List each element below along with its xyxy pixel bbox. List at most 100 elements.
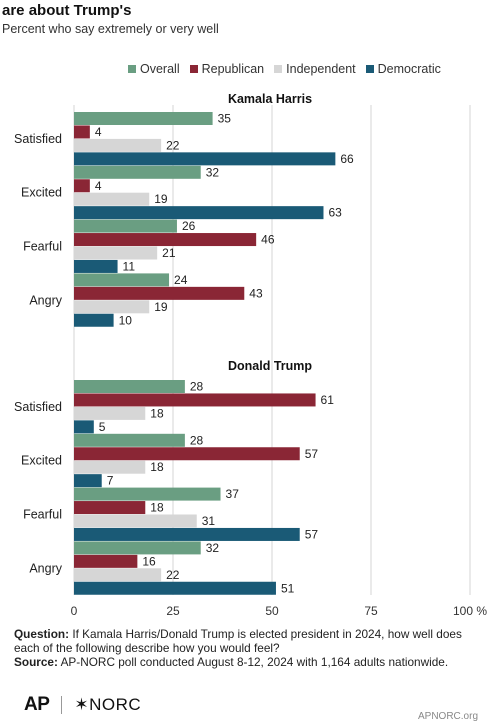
bar-independent [74, 460, 146, 474]
bar-value-label: 10 [119, 313, 133, 327]
category-label: Satisfied [14, 132, 62, 146]
bar-independent [74, 246, 158, 260]
legend-item-democratic: Democratic [365, 62, 441, 76]
bar-democratic [74, 152, 336, 166]
legend-label-overall: Overall [140, 62, 180, 76]
bar-republican [74, 447, 300, 461]
bar-value-label: 66 [340, 152, 354, 166]
bar-overall [74, 380, 185, 393]
bar-value-label: 32 [206, 165, 220, 179]
bar-independent [74, 300, 150, 314]
bar-value-label: 22 [166, 568, 180, 582]
bar-chart: 0 25 50 75 100 %Kamala HarrisSatisfied354226… [14, 92, 487, 618]
bar-value-label: 18 [150, 460, 164, 474]
source-text: AP-NORC poll conducted August 8-12, 2024… [60, 655, 449, 669]
footer-logos: AP ✶NORC [24, 694, 141, 716]
bar-value-label: 16 [142, 554, 156, 568]
question-label: Question: [14, 627, 70, 641]
bar-overall [74, 487, 221, 501]
x-tick-label: 50 [265, 604, 279, 618]
bar-value-label: 57 [305, 447, 319, 461]
bar-democratic [74, 206, 324, 220]
bar-republican [74, 554, 138, 568]
bar-value-label: 18 [150, 406, 164, 420]
bar-overall [74, 273, 170, 287]
bar-value-label: 19 [154, 192, 168, 206]
bar-republican [74, 501, 146, 515]
bar-value-label: 18 [150, 501, 164, 515]
legend-swatch-independent [274, 65, 283, 73]
legend-label-independent: Independent [286, 62, 356, 76]
source-label: Source: [14, 655, 58, 669]
panel-title: Kamala Harris [228, 92, 312, 106]
bar-independent [74, 406, 146, 420]
bar-democratic [74, 527, 300, 541]
panel-title: Donald Trump [228, 359, 312, 373]
category-label: Satisfied [14, 400, 62, 414]
legend-swatch-overall [128, 65, 136, 73]
source-note: Source: AP-NORC poll conducted August 8-… [14, 655, 484, 669]
bar-democratic [74, 420, 94, 434]
legend-swatch-republican [189, 65, 198, 73]
bar-overall [74, 219, 177, 233]
category-label: Excited [21, 186, 62, 200]
bar-overall [74, 165, 201, 179]
legend-item-independent: Independent [274, 62, 356, 76]
category-label: Excited [21, 454, 62, 468]
bar-value-label: 19 [154, 300, 168, 314]
bar-overall [74, 541, 201, 555]
category-label: Fearful [23, 508, 62, 522]
chart-subtitle: Percent who say extremely or very well [2, 22, 219, 36]
norc-logo: ✶NORC [74, 695, 142, 714]
bar-democratic [74, 581, 276, 595]
bar-value-label: 63 [328, 206, 342, 220]
bar-overall [74, 112, 213, 125]
bar-value-label: 43 [249, 286, 263, 300]
bar-value-label: 28 [190, 380, 204, 394]
category-label: Fearful [23, 240, 62, 254]
bar-value-label: 5 [99, 420, 106, 434]
bar-value-label: 7 [107, 474, 114, 488]
ap-logo: AP [24, 694, 50, 715]
category-label: Angry [29, 293, 62, 307]
bar-republican [74, 233, 257, 247]
legend-label-democratic: Democratic [377, 62, 441, 76]
bar-value-label: 24 [174, 273, 188, 287]
bar-value-label: 22 [166, 138, 180, 152]
bar-value-label: 28 [190, 433, 204, 447]
legend-item-overall: Overall [128, 62, 180, 76]
x-tick-label: 75 [364, 604, 378, 618]
bar-independent [74, 568, 162, 582]
bar-independent [74, 138, 162, 152]
bar-value-label: 11 [123, 259, 136, 273]
bar-value-label: 51 [281, 581, 295, 595]
bar-value-label: 4 [95, 179, 102, 193]
credit-text: APNORC.org [418, 711, 479, 722]
bar-value-label: 61 [321, 393, 335, 407]
category-label: Angry [29, 561, 62, 575]
bar-value-label: 26 [182, 219, 196, 233]
legend: Overall Republican Independent Democrati… [128, 62, 441, 76]
bar-value-label: 46 [261, 233, 275, 247]
bar-overall [74, 433, 185, 447]
bar-republican [74, 179, 90, 193]
bar-independent [74, 192, 150, 206]
legend-item-republican: Republican [189, 62, 265, 76]
chart-title: are about Trump's [2, 2, 132, 19]
legend-swatch-democratic [365, 65, 374, 73]
bar-value-label: 57 [305, 527, 319, 541]
x-tick-label: 0 [71, 604, 78, 618]
bar-republican [74, 286, 245, 300]
bar-value-label: 21 [162, 246, 176, 260]
x-tick-label: 100 % [453, 604, 487, 618]
bar-value-label: 35 [218, 112, 232, 126]
bar-value-label: 4 [95, 125, 102, 139]
bar-democratic [74, 313, 114, 327]
bar-republican [74, 125, 90, 139]
bar-value-label: 37 [226, 487, 240, 501]
bar-republican [74, 393, 316, 407]
x-tick-label: 25 [166, 604, 180, 618]
bar-independent [74, 514, 197, 528]
bar-democratic [74, 474, 102, 488]
legend-label-republican: Republican [201, 62, 265, 76]
